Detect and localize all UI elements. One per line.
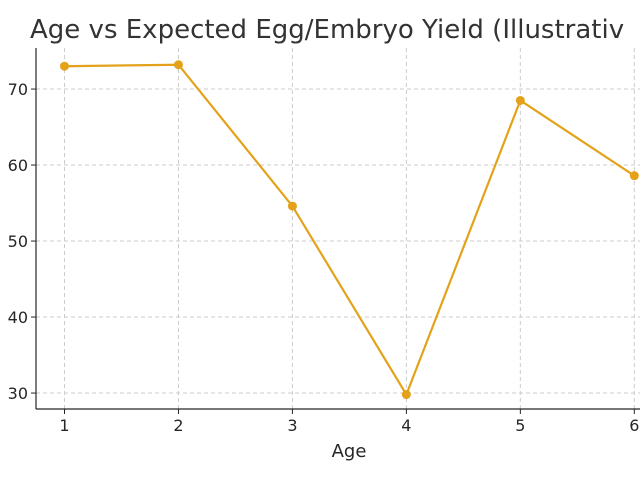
x-tick-label: 4 — [401, 416, 411, 435]
x-tick-label: 3 — [287, 416, 297, 435]
point — [59, 61, 69, 71]
point — [515, 95, 525, 105]
y-tick-label: 50 — [8, 232, 28, 251]
x-tick-label: 6 — [629, 416, 639, 435]
point — [287, 201, 297, 211]
point — [629, 171, 639, 181]
x-tick-label: 1 — [59, 416, 69, 435]
line — [64, 63, 635, 398]
point — [401, 390, 411, 400]
chart-title: Age vs Expected Egg/Embryo Yield (Illust… — [30, 15, 624, 45]
plot-area: 30 40 50 60 70 1 2 3 4 5 6 — [8, 48, 640, 435]
x-axis-label: Age — [332, 441, 367, 462]
y-tick-label: 30 — [8, 384, 28, 403]
y-tick-label: 40 — [8, 308, 28, 327]
x-tick-label: 5 — [515, 416, 525, 435]
y-tick-label: 60 — [8, 156, 28, 175]
x-tick-label: 2 — [173, 416, 183, 435]
y-tick-label: 70 — [8, 80, 28, 99]
point — [173, 60, 183, 70]
